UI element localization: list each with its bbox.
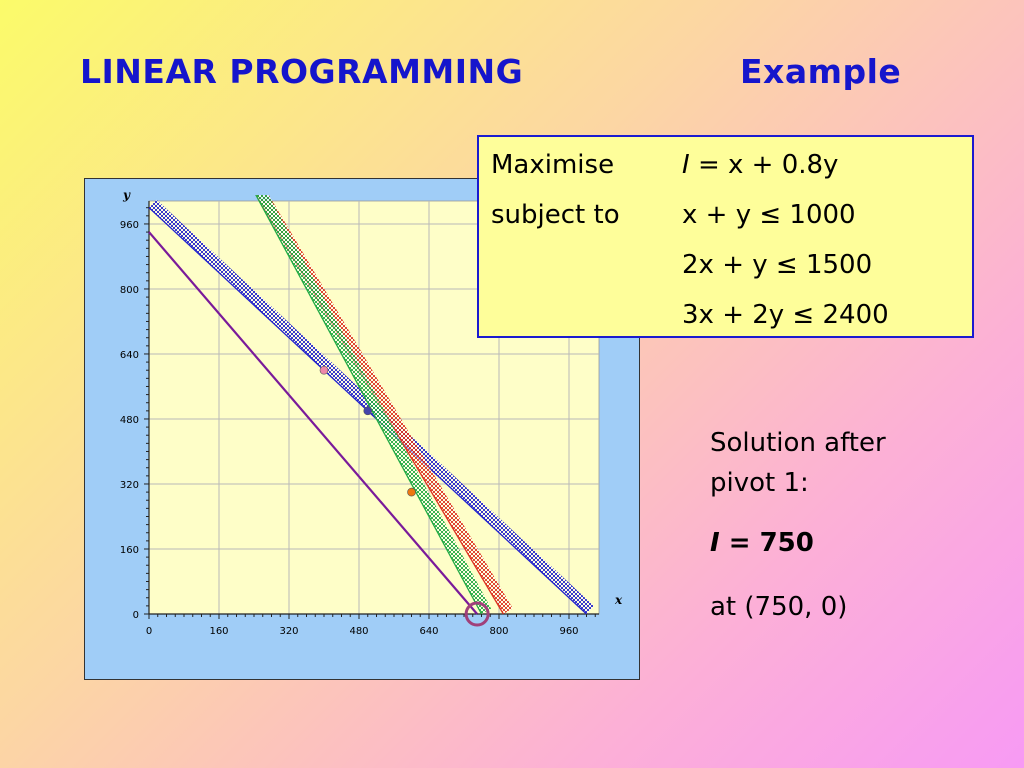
solution-heading-line2: pivot 1: (710, 468, 809, 498)
slide-subtitle: Example (740, 52, 902, 91)
solution-heading-line1: Solution after (710, 428, 886, 458)
constraint-3: 3x + 2y ≤ 2400 (682, 300, 889, 330)
optimum-marker (464, 601, 490, 627)
x-tick-label: 960 (559, 626, 578, 637)
constraint-1: x + y ≤ 1000 (682, 200, 856, 230)
y-tick-label: 960 (120, 220, 139, 231)
y-tick-label: 800 (120, 285, 139, 296)
problem-box: Maximise I = x + 0.8y subject to x + y ≤… (477, 135, 974, 338)
constraint-line (255, 195, 483, 615)
y-tick-label: 160 (120, 545, 139, 556)
objective-rhs: = x + 0.8y (697, 150, 839, 180)
constraint-2: 2x + y ≤ 1500 (682, 250, 873, 280)
objective-variable: I (682, 150, 690, 180)
lp-chart: 0 160 320 480 640 800 960 0 160 320 480 640 800 960 x y (120, 188, 623, 637)
y-tick-label: 320 (120, 480, 139, 491)
y-tick-label: 640 (120, 350, 139, 361)
vertex-point (363, 406, 373, 416)
x-tick-label: 320 (279, 626, 298, 637)
y-tick-label: 480 (120, 415, 139, 426)
x-tick-label: 480 (349, 626, 368, 637)
y-axis-label: y (122, 188, 131, 202)
vertex-point (319, 365, 329, 375)
x-tick-label: 160 (209, 626, 228, 637)
objective-expression: I = x + 0.8y (682, 145, 838, 185)
objective-line (148, 231, 478, 615)
solution-point: at (750, 0) (710, 592, 848, 622)
x-axis-label: x (614, 593, 623, 607)
solution-value: I = 750 (710, 528, 814, 558)
constraint-lines (148, 195, 594, 615)
x-tick-label: 640 (419, 626, 438, 637)
constraint-band (255, 195, 492, 614)
solution-value-rest: = 750 (719, 528, 814, 558)
x-tick-label: 800 (489, 626, 508, 637)
constraints-label: subject to (491, 200, 620, 230)
x-tick-label: 0 (146, 626, 152, 637)
slide-title: LINEAR PROGRAMMING (80, 52, 524, 91)
vertex-point (407, 487, 416, 497)
solution-value-variable: I (710, 528, 720, 558)
y-tick-label: 0 (133, 610, 139, 621)
objective-label: Maximise (491, 150, 615, 180)
